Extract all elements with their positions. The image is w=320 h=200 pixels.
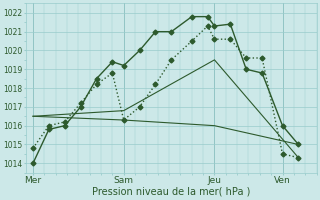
X-axis label: Pression niveau de la mer( hPa ): Pression niveau de la mer( hPa ) xyxy=(92,187,251,197)
